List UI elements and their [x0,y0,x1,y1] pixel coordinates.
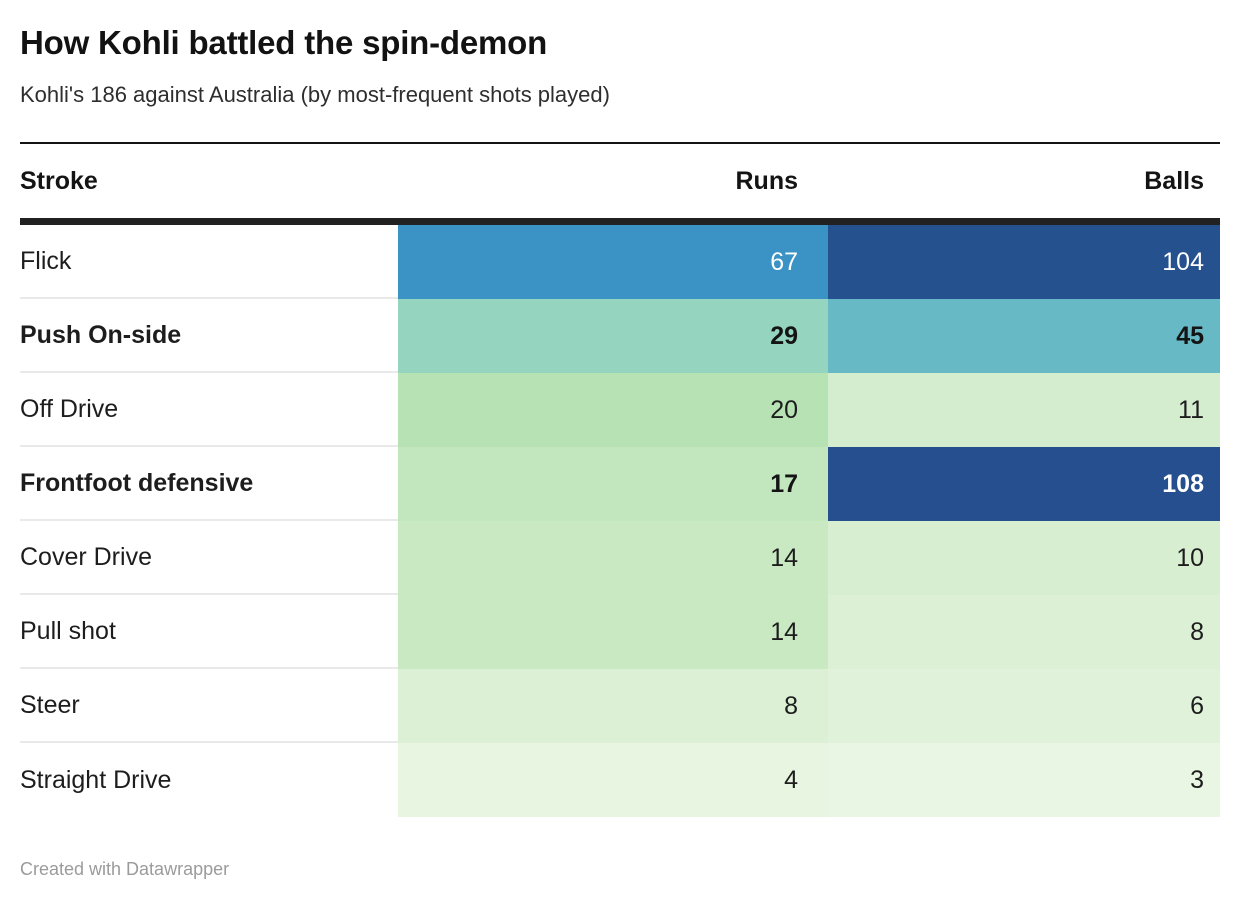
table-row-straight-drive: Straight Drive 4 3 [20,743,1220,817]
stroke-label: Off Drive [20,373,398,447]
runs-cell: 17 [398,447,828,521]
balls-cell: 8 [828,595,1220,669]
balls-cell: 10 [828,521,1220,595]
balls-cell: 6 [828,669,1220,743]
table-row-push-on-side: Push On-side 29 45 [20,299,1220,373]
datawrapper-attribution-link[interactable]: Created with Datawrapper [20,859,230,879]
chart-title: How Kohli battled the spin-demon [20,24,548,61]
table-row-frontfoot-defensive: Frontfoot defensive 17 108 [20,447,1220,521]
shots-table: Stroke Runs Balls Flick 67 104 Push On-s… [20,142,1220,817]
stroke-label: Pull shot [20,595,398,669]
runs-cell: 8 [398,669,828,743]
table-row-cover-drive: Cover Drive 14 10 [20,521,1220,595]
stroke-label: Flick [20,225,398,299]
chart-subtitle: Kohli's 186 against Australia (by most-f… [20,82,610,107]
stroke-label: Cover Drive [20,521,398,595]
stroke-label: Frontfoot defensive [20,447,398,521]
runs-cell: 20 [398,373,828,447]
table-row-flick: Flick 67 104 [20,225,1220,299]
runs-cell: 4 [398,743,828,817]
runs-cell: 14 [398,595,828,669]
balls-cell: 11 [828,373,1220,447]
stroke-label: Straight Drive [20,765,172,794]
table-row-steer: Steer 8 6 [20,669,1220,743]
table-header-row: Stroke Runs Balls [20,144,1220,225]
column-header-balls: Balls [1144,166,1204,195]
runs-cell: 67 [398,225,828,299]
runs-cell: 29 [398,299,828,373]
table-row-pull-shot: Pull shot 14 8 [20,595,1220,669]
chart-footer: Created with Datawrapper [20,859,1220,880]
column-header-runs: Runs [735,166,799,195]
balls-cell: 45 [828,299,1220,373]
stroke-label: Push On-side [20,299,398,373]
table-row-off-drive: Off Drive 20 11 [20,373,1220,447]
balls-cell: 104 [828,225,1220,299]
column-header-stroke: Stroke [20,166,98,195]
runs-cell: 14 [398,521,828,595]
balls-cell: 3 [828,743,1220,817]
balls-cell: 108 [828,447,1220,521]
stroke-label: Steer [20,669,398,743]
